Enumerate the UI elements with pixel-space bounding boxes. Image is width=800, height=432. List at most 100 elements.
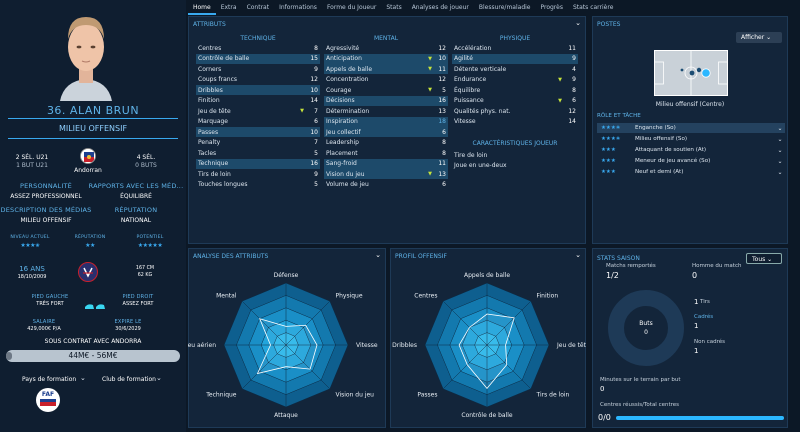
attribute-row[interactable]: Équilibre 8	[452, 85, 578, 95]
radar-label: Tirs de loin	[535, 391, 569, 398]
attribute-row[interactable]: Détente verticale 4	[452, 64, 578, 74]
attribute-row[interactable]: Marquage 6	[196, 117, 320, 127]
tab-2[interactable]: Contrat	[246, 4, 270, 11]
trait-item: Tire de loin	[454, 151, 488, 159]
attribute-row[interactable]: Centres 8	[196, 43, 320, 53]
attribute-row[interactable]: Corners 9	[196, 64, 320, 74]
role-row[interactable]: ★★★ Attaquant de soutien (At) ⌄	[597, 145, 785, 155]
chevron-down-icon[interactable]: ⌄	[375, 251, 381, 259]
int-goals-right: 0 BUTS	[135, 162, 157, 169]
current-ability-stars: ★★★✬	[20, 242, 40, 249]
matches-won-label: Matchs remportés	[606, 263, 656, 269]
attribute-row[interactable]: Détermination 13	[324, 106, 448, 116]
radar-label: Jeu de tête	[556, 342, 586, 349]
role-name: Meneur de jeu avancé (So)	[635, 158, 711, 164]
attribute-row[interactable]: Contrôle de balle 15	[196, 53, 320, 64]
value-bar[interactable]: 44M€ - 56M€	[6, 350, 180, 362]
attribute-row[interactable]: Dribbles 10	[196, 85, 320, 95]
attribute-row[interactable]: Qualités phys. nat. 12	[452, 106, 578, 116]
tab-8[interactable]: Progrès	[540, 4, 563, 11]
attribute-row[interactable]: Endurance ▼ 9	[452, 75, 578, 85]
attribute-row[interactable]: Touches longues 5	[196, 180, 320, 190]
goals-label: Buts	[639, 320, 653, 327]
int-goals-left: 1 BUT U21	[16, 162, 48, 169]
pitch-diagram	[654, 50, 728, 96]
season-title: STATS SAISON	[597, 255, 640, 262]
attribute-name: Dribbles	[198, 86, 223, 94]
personality-label: PERSONNALITÉ	[20, 182, 72, 190]
attribute-row[interactable]: Agilité 9	[452, 53, 578, 64]
chevron-down-icon[interactable]: ⌄	[80, 374, 86, 382]
tab-7[interactable]: Blessure/maladie	[478, 4, 531, 11]
role-row[interactable]: ★★★ Meneur de jeu avancé (So) ⌄	[597, 156, 785, 166]
attribute-row[interactable]: Technique 16	[196, 158, 320, 169]
tab-9[interactable]: Stats carrière	[572, 4, 614, 11]
tab-1[interactable]: Extra	[220, 4, 237, 11]
tab-5[interactable]: Stats	[386, 4, 402, 11]
attribute-name: Penalty	[198, 139, 221, 146]
role-row[interactable]: ★★★ Neuf et demi (At) ⌄	[597, 167, 785, 177]
attribute-row[interactable]: Agressivité 12	[324, 43, 448, 53]
attribute-row[interactable]: Accélération 11	[452, 43, 578, 53]
radar-label: Jeu aérien	[188, 342, 216, 349]
attribute-value: 14	[568, 118, 576, 125]
attribute-row[interactable]: Courage ▼ 5	[324, 85, 448, 95]
attribute-row[interactable]: Inspiration 18	[324, 116, 448, 127]
attribute-row[interactable]: Jeu collectif 6	[324, 127, 448, 137]
attribute-row[interactable]: Concentration 12	[324, 75, 448, 85]
attribute-value: 6	[572, 97, 576, 104]
attribute-row[interactable]: Vision du jeu ▼ 13	[324, 169, 448, 179]
attribute-row[interactable]: Jeu de tête ▼ 7	[196, 106, 320, 116]
show-dropdown[interactable]: Afficher ⌄	[736, 32, 782, 43]
attribute-row[interactable]: Sang-froid 11	[324, 158, 448, 169]
chevron-down-icon[interactable]: ⌄	[156, 374, 162, 382]
chevron-down-icon[interactable]: ⌄	[575, 19, 581, 27]
radar-axis	[285, 344, 331, 390]
radar-label: Passes	[417, 391, 437, 398]
attribute-row[interactable]: Anticipation ▼ 10	[324, 53, 448, 64]
attribute-row[interactable]: Décisions 16	[324, 95, 448, 106]
attribute-row[interactable]: Coups francs 12	[196, 75, 320, 85]
attribute-name: Inspiration	[326, 118, 358, 125]
attribute-row[interactable]: Puissance ▼ 6	[452, 96, 578, 106]
chevron-down-icon[interactable]: ⌄	[777, 157, 783, 165]
radar-label: Mental	[216, 293, 237, 300]
attribute-row[interactable]: Passes 10	[196, 127, 320, 137]
attribute-row[interactable]: Penalty 7	[196, 138, 320, 148]
tab-0[interactable]: Home	[188, 0, 216, 15]
attribute-name: Marquage	[198, 118, 229, 125]
chevron-down-icon[interactable]: ⌄	[777, 135, 783, 143]
attribute-value: 8	[442, 139, 446, 146]
radar-axis	[241, 300, 287, 346]
attribute-row[interactable]: Tirs de loin 9	[196, 169, 320, 179]
attribute-row[interactable]: Volume de jeu 6	[324, 180, 448, 190]
attribute-value: 12	[438, 44, 446, 52]
media-value: ÉQUILIBRÉ	[120, 193, 152, 200]
attribute-row[interactable]: Appels de balle ▼ 11	[324, 64, 448, 74]
attribute-value: 4	[572, 65, 576, 73]
attribute-value: 8	[442, 149, 446, 157]
attribute-row[interactable]: Vitesse 14	[452, 117, 578, 127]
expires-value: 30/6/2029	[115, 326, 141, 332]
attribute-name: Qualités phys. nat.	[454, 107, 511, 115]
role-stars: ★★★	[601, 158, 616, 164]
attribute-row[interactable]: Leadership 8	[324, 138, 448, 148]
chevron-down-icon[interactable]: ⌄	[575, 251, 581, 259]
attribute-row[interactable]: Placement 8	[324, 148, 448, 158]
attribute-row[interactable]: Tacles 5	[196, 148, 320, 158]
height-value: 167 CM	[135, 266, 155, 271]
role-row[interactable]: ★★★✬ Enganche (So) ⌄	[597, 123, 785, 133]
attribute-value: 16	[438, 97, 446, 104]
attribute-row[interactable]: Finition 14	[196, 96, 320, 106]
tab-6[interactable]: Analyses de joueur	[411, 4, 469, 11]
role-row[interactable]: ★★★✬ Milieu offensif (So) ⌄	[597, 134, 785, 144]
attribute-name: Contrôle de balle	[198, 55, 250, 62]
tab-4[interactable]: Forme du Joueur	[326, 4, 377, 11]
chevron-down-icon[interactable]: ⌄	[777, 168, 783, 176]
radar-value-shape	[458, 313, 515, 390]
chevron-down-icon[interactable]: ⌄	[777, 124, 783, 132]
tab-3[interactable]: Informations	[279, 4, 317, 11]
filter-dropdown[interactable]: Tous ⌄	[746, 253, 782, 264]
attribute-name: Centres	[198, 44, 222, 52]
chevron-down-icon[interactable]: ⌄	[777, 146, 783, 154]
